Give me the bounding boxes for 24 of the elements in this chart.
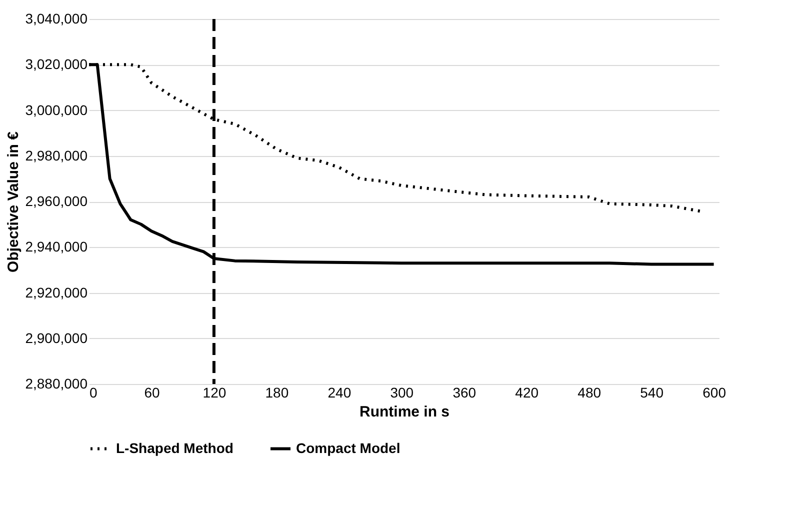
x-axis-title: Runtime in s (359, 404, 450, 420)
y-tick-label: 2,980,000 (25, 147, 88, 164)
y-tick-label: 3,040,000 (25, 10, 88, 26)
legend-label: L-Shaped Method (116, 440, 234, 456)
y-tick-label: 2,920,000 (25, 284, 88, 300)
y-tick-label: 3,000,000 (25, 102, 88, 118)
x-tick-label: 60 (144, 384, 160, 400)
y-tick-label: 3,020,000 (25, 56, 88, 72)
y-tick-label: 2,900,000 (25, 330, 88, 346)
y-tick-label: 2,880,000 (25, 376, 88, 392)
x-tick-label: 300 (390, 384, 414, 400)
y-tick-label: 2,940,000 (25, 238, 88, 255)
x-tick-label: 480 (578, 384, 602, 400)
x-tick-label: 180 (265, 384, 289, 400)
x-tick-label: 420 (515, 384, 539, 400)
x-tick-label: 360 (452, 384, 476, 400)
x-tick-label: 0 (90, 384, 98, 400)
x-tick-label: 120 (202, 384, 226, 400)
legend-label: Compact Model (296, 440, 400, 456)
x-tick-label: 600 (702, 384, 726, 400)
x-tick-label: 540 (640, 384, 664, 400)
y-tick-label: 2,960,000 (25, 193, 88, 209)
x-tick-label: 240 (328, 384, 352, 400)
y-axis-title: Objective Value in € (5, 130, 22, 272)
